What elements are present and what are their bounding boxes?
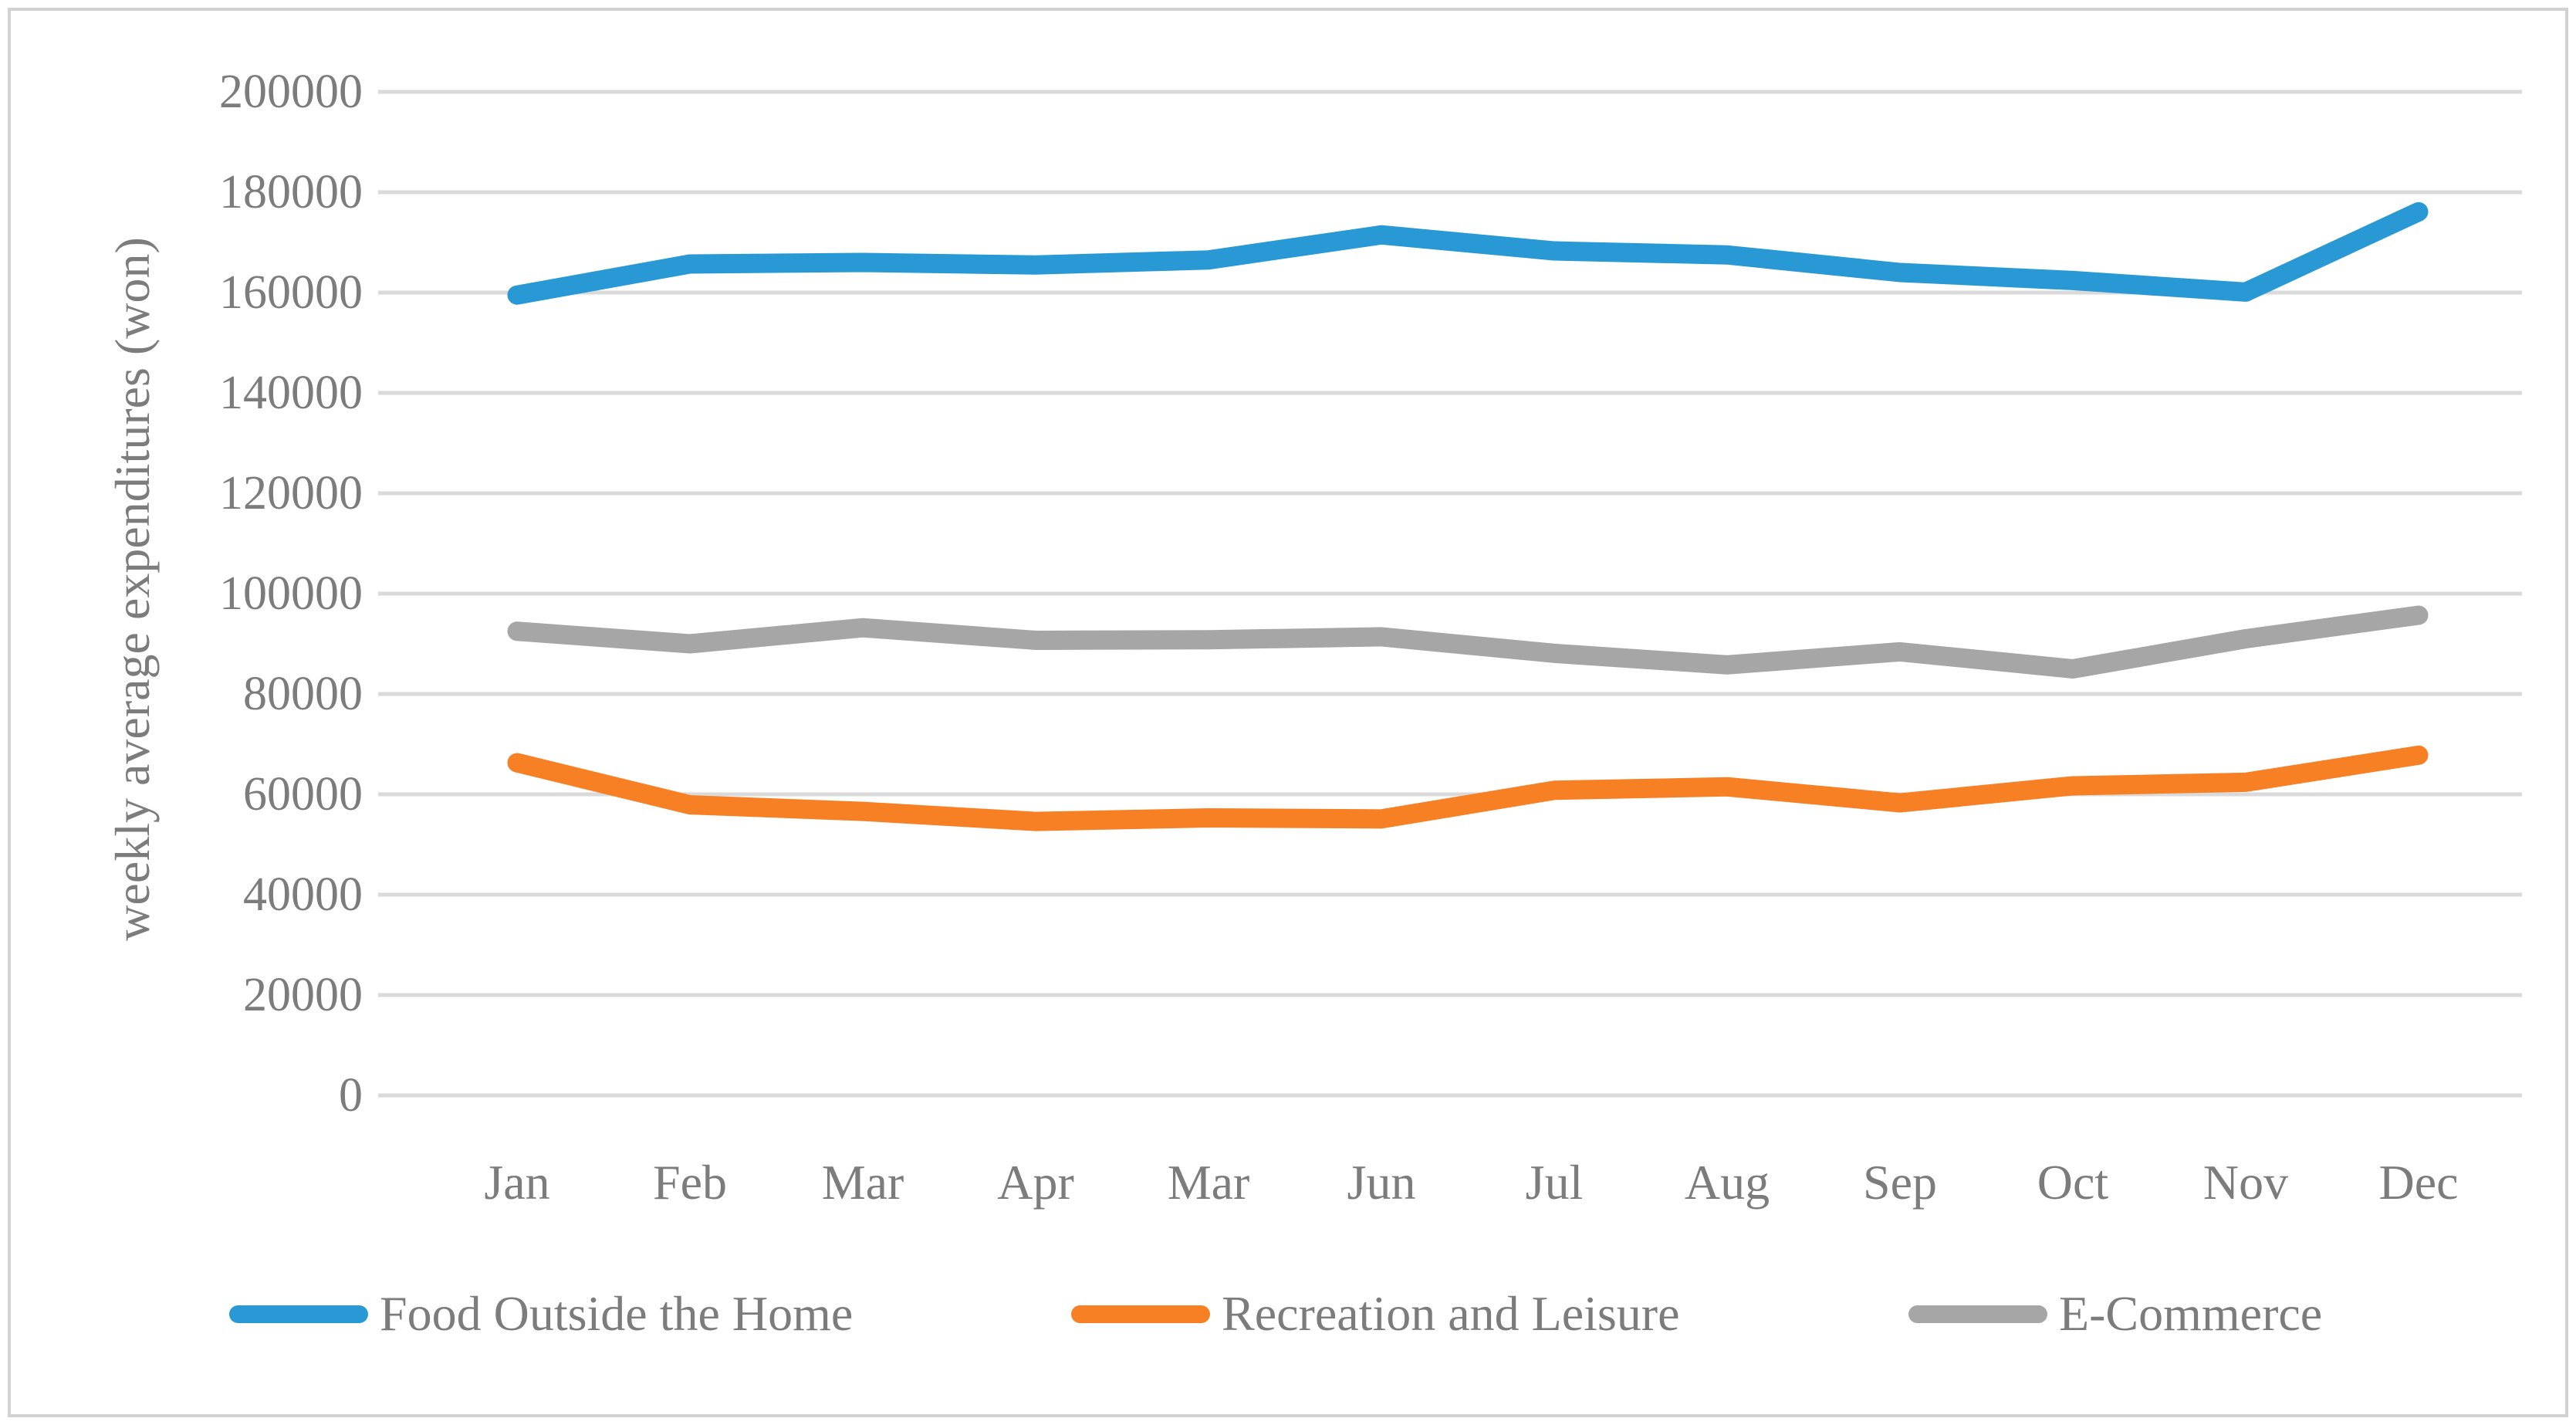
legend-swatch [229,1305,368,1323]
x-tick-label: Mar [821,1155,904,1210]
y-tick-label: 80000 [243,668,363,720]
y-tick-label: 180000 [219,166,363,218]
legend-item-e-commerce: E-Commerce [1908,1283,2322,1345]
x-tick-label: Dec [2378,1155,2459,1210]
x-tick-label: Jan [484,1155,550,1210]
x-tick-label: Apr [997,1155,1074,1210]
x-tick-label: Feb [653,1155,727,1210]
legend-item-recreation-and-leisure: Recreation and Leisure [1071,1283,1680,1345]
y-tick-label: 200000 [219,66,363,118]
y-tick-label: 160000 [219,266,363,319]
y-tick-label: 60000 [243,768,363,821]
y-tick-label: 100000 [219,567,363,620]
y-tick-label: 40000 [243,868,363,921]
legend-swatch [1908,1305,2047,1323]
x-tick-label: Sep [1863,1155,1937,1210]
legend-item-food-outside-the-home: Food Outside the Home [229,1283,853,1345]
y-tick-label: 120000 [219,467,363,520]
y-tick-label: 140000 [219,367,363,419]
y-tick-label: 0 [339,1069,363,1122]
x-tick-label: Jun [1347,1155,1416,1210]
series-line-e-commerce [507,605,2429,679]
series-line-food-outside-the-home [507,201,2429,305]
x-tick-label: Nov [2202,1155,2289,1210]
legend-label: Recreation and Leisure [1222,1286,1680,1341]
legend-swatch [1071,1305,1210,1323]
x-tick-label: Oct [2037,1155,2109,1210]
x-tick-label: Aug [1684,1155,1770,1210]
x-tick-label: Mar [1167,1155,1250,1210]
y-tick-label: 20000 [243,969,363,1021]
x-tick-label: Jul [1525,1155,1584,1210]
legend-label: E-Commerce [2059,1286,2323,1341]
legend-label: Food Outside the Home [380,1286,854,1341]
series-line-recreation-and-leisure [507,745,2429,831]
